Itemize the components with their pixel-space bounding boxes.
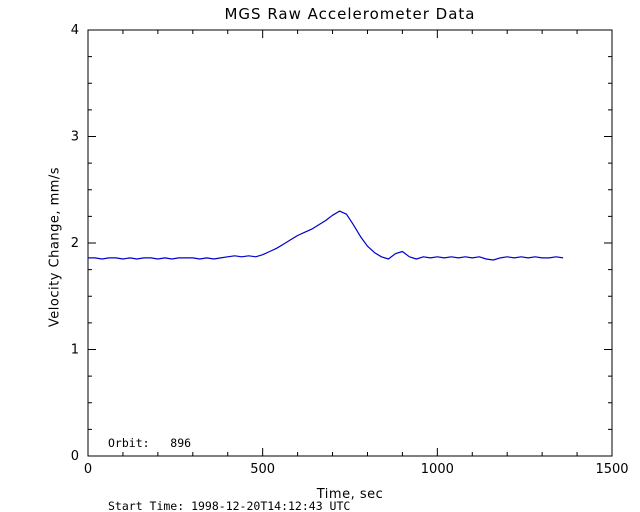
- x-axis-label: Time, sec: [316, 487, 384, 502]
- x-tick-label: 0: [84, 462, 92, 477]
- annotation-block: Orbit: 896 Start Time: 1998-12-20T14:12:…: [108, 391, 350, 512]
- x-tick-label: 500: [250, 462, 275, 477]
- data-line: [88, 210, 564, 261]
- y-tick-label: 4: [71, 23, 79, 38]
- y-tick-label: 3: [71, 130, 79, 145]
- x-tick-label: 1000: [421, 462, 454, 477]
- x-tick-label: 1500: [595, 462, 628, 477]
- y-tick-label: 2: [71, 236, 79, 251]
- y-tick-label: 0: [71, 449, 79, 464]
- y-tick-label: 1: [71, 343, 79, 358]
- y-axis-label-text: Velocity Change, mm/s: [47, 166, 63, 328]
- annotation-orbit: Orbit: 896: [108, 436, 192, 450]
- chart-title: MGS Raw Accelerometer Data: [224, 5, 476, 23]
- annotation-start-time: Start Time: 1998-12-20T14:12:43 UTC: [108, 499, 351, 512]
